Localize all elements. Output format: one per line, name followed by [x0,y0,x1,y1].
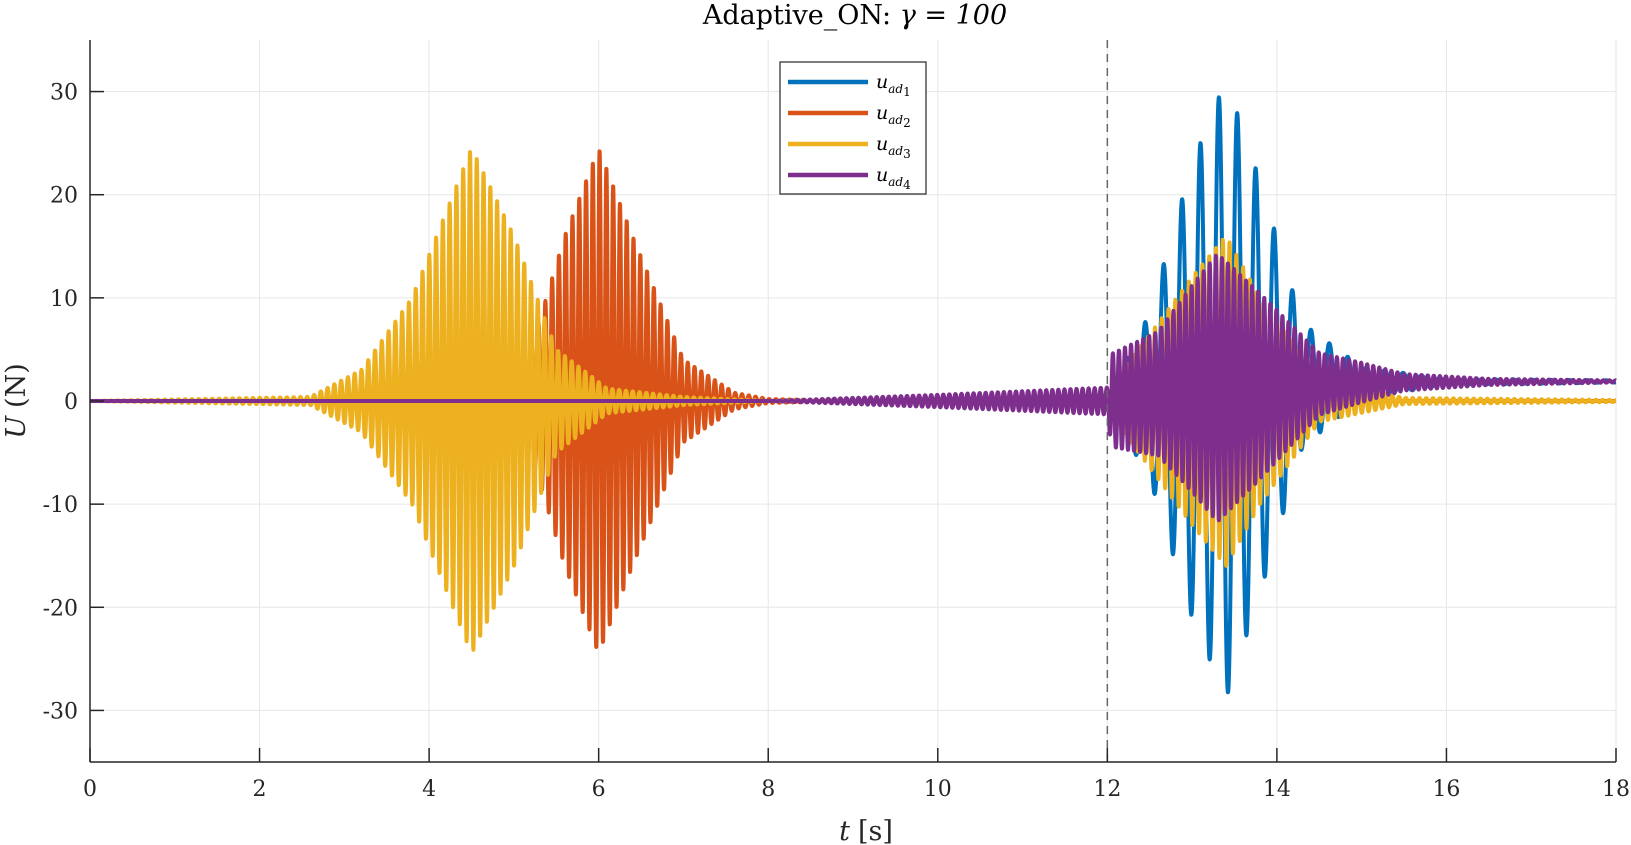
x-axis-label: t [s] [839,816,893,845]
x-tick-label-2: 2 [253,777,267,802]
x-axis-label-var: t [839,816,850,845]
legend-label-2: uad2 [876,102,911,130]
y-tick-label--10: -10 [43,493,78,518]
legend-label-base: u [876,71,888,93]
legend-label-1: uad1 [876,71,911,99]
chart-title-math: γ = 100 [900,0,1007,31]
series-layer [88,95,1618,695]
legend-label-sub: ad [888,175,903,189]
legend-label-subsub: 3 [903,147,911,161]
legend-label-subsub: 2 [903,116,911,130]
legend-label-sub: ad [888,113,903,127]
y-axis-label-var: U [1,415,32,439]
chart-title-prefix: Adaptive_ON: [702,0,900,31]
x-tick-label-12: 12 [1093,777,1121,802]
y-tick-label-30: 30 [50,81,78,106]
y-axis-label-unit: (N) [1,363,32,408]
x-tick-label-8: 8 [761,777,775,802]
legend-label-sub: ad [888,144,903,158]
series-line-4 [88,253,1618,523]
legend-label-3: uad3 [876,133,911,161]
y-tick-label-10: 10 [50,287,78,312]
y-ticks: 30 20 10 0 -10 -20 -30 [43,81,104,724]
legend-label-base: u [876,102,888,124]
legend-label-base: u [876,133,888,155]
y-tick-label-0: 0 [64,390,78,415]
x-tick-label-16: 16 [1432,777,1460,802]
x-tick-label-18: 18 [1602,777,1630,802]
x-tick-label-0: 0 [83,777,97,802]
y-tick-label--30: -30 [43,699,78,724]
x-tick-label-4: 4 [422,777,436,802]
legend-label-subsub: 1 [903,85,911,99]
legend-label-4: uad4 [876,164,911,192]
x-tick-label-14: 14 [1263,777,1291,802]
y-tick-label--20: -20 [43,596,78,621]
y-tick-label-20: 20 [50,184,78,209]
x-tick-label-6: 6 [592,777,606,802]
x-tick-label-10: 10 [924,777,952,802]
chart-title: Adaptive_ON: γ = 100 [702,0,1007,31]
legend-label-base: u [876,164,888,186]
x-axis-label-unit: [s] [858,816,893,845]
legend-label-sub: ad [888,82,903,96]
y-axis-label: U (N) [1,363,32,438]
legend-label-subsub: 4 [903,178,911,192]
x-ticks: 0 2 4 6 8 10 12 14 16 18 [83,748,1630,802]
